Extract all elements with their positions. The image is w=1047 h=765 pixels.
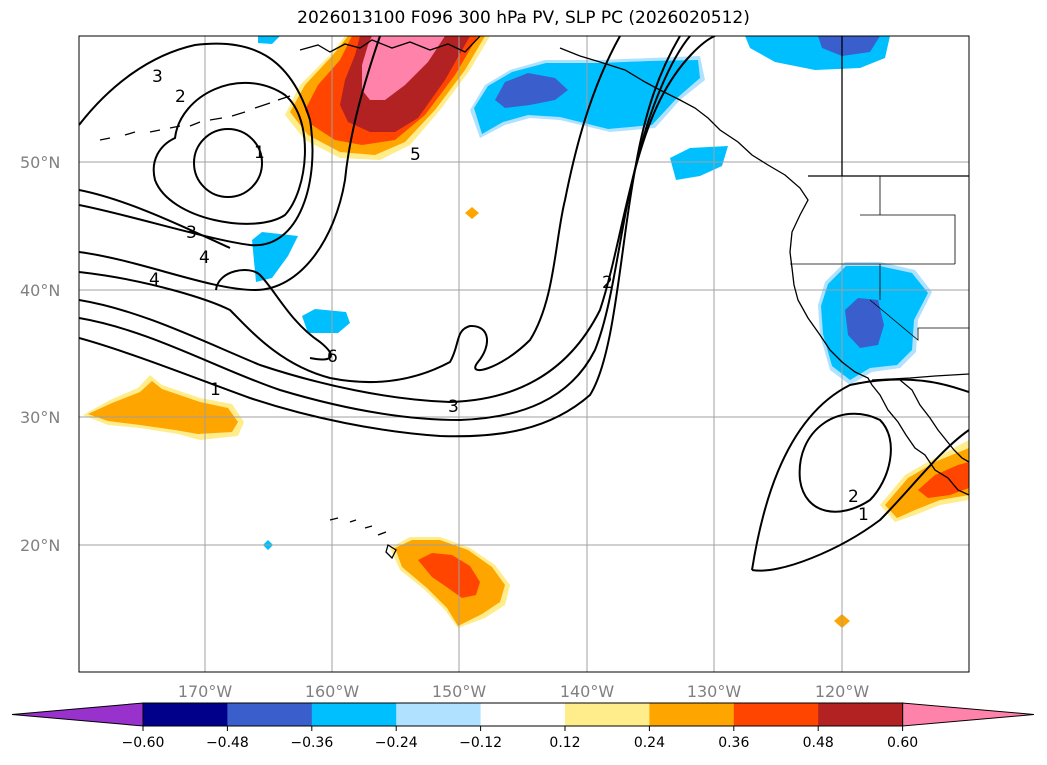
pv-negative-blob <box>302 309 350 333</box>
pv-positive-mexico-red <box>918 462 969 498</box>
colorbar-segment <box>396 703 482 726</box>
colorbar-tick-label: −0.24 <box>375 735 418 751</box>
contour-4-north <box>79 189 231 249</box>
colorbar-tick-label: −0.48 <box>206 735 249 751</box>
lon-label: 170°W <box>178 682 233 701</box>
contour-2-high <box>798 412 892 513</box>
colorbar-tick-label: −0.60 <box>122 735 165 751</box>
mexico-mainland-coast <box>899 379 969 463</box>
map-title: 2026013100 F096 300 hPa PV, SLP PC (2026… <box>297 8 750 28</box>
pv-positive-west-orange <box>88 381 238 434</box>
aleutian-islands <box>99 95 291 141</box>
contour-label: 2 <box>848 487 859 507</box>
coastlines <box>99 36 969 560</box>
lat-label: 20°N <box>20 536 60 555</box>
lon-label: 120°W <box>815 682 870 701</box>
contour-1-basin <box>79 36 681 438</box>
contour-1-high <box>751 378 969 572</box>
pv-positive-hawaii-red <box>418 553 480 598</box>
contour-labels: 3 2 1 5 3 4 4 1 6 3 2 2 1 <box>149 67 869 525</box>
us-state-lines <box>790 176 969 341</box>
colorbar-segment <box>227 703 313 726</box>
pv-positive-small-blob <box>465 207 479 219</box>
lat-label: 50°N <box>20 153 60 172</box>
colorbar-tick-label: 0.24 <box>634 735 665 751</box>
lon-label: 140°W <box>560 682 615 701</box>
colorbar-segment <box>311 703 397 726</box>
contour-label: 2 <box>602 273 613 293</box>
latitude-labels: 50°N 40°N 30°N 20°N <box>20 153 60 555</box>
colorbar-segment <box>143 703 228 726</box>
contour-2-basin <box>79 36 691 422</box>
contour-6 <box>215 269 332 361</box>
colorbar-segment <box>649 703 735 726</box>
pv-negative-california-dark <box>845 298 884 348</box>
contour-label: 3 <box>448 397 459 417</box>
contour-label: 1 <box>210 380 221 400</box>
lon-label: 130°W <box>687 682 742 701</box>
alaska-coast <box>299 36 481 53</box>
colorbar-segment <box>480 703 566 726</box>
contour-label: 4 <box>199 248 210 268</box>
contour-2-low <box>152 81 306 225</box>
colorbar-tick-label: 0.60 <box>887 735 918 751</box>
contour-label: 1 <box>254 143 265 163</box>
map-frame <box>78 35 970 673</box>
contour-4 <box>79 36 381 292</box>
contour-label: 1 <box>858 505 869 525</box>
colorbar-tick-label: 0.12 <box>549 735 580 751</box>
colorbar-extension-high <box>902 702 1035 727</box>
colorbar-tick-label: 0.48 <box>803 735 834 751</box>
lon-label: 150°W <box>432 682 487 701</box>
colorbar-segment <box>733 703 819 726</box>
contour-label: 2 <box>175 87 186 107</box>
map-content: 3 2 1 5 3 4 4 1 6 3 2 2 1 <box>79 36 969 672</box>
colorbar: −0.60 −0.48 −0.36 −0.24 −0.12 0.12 0.24 0.36 0.4… <box>11 702 1035 751</box>
contour-label: 4 <box>149 270 160 290</box>
colorbar-tick-label: 0.36 <box>718 735 749 751</box>
baja-coast <box>871 384 969 496</box>
colorbar-tick-label: −0.12 <box>459 735 502 751</box>
pv-shading <box>83 36 969 628</box>
colorbar-extension-low <box>11 702 144 727</box>
colorbar-segment <box>818 703 904 726</box>
longitude-labels: 170°W 160°W 150°W 140°W 130°W 120°W <box>178 682 870 701</box>
colorbar-segment <box>565 703 650 726</box>
pv-negative-blob <box>258 36 280 44</box>
pv-negative-northeast-dark <box>818 36 880 56</box>
contour-5 <box>79 36 621 383</box>
contour-3-basin <box>79 36 716 404</box>
contour-label: 6 <box>327 347 338 367</box>
contour-label: 3 <box>152 67 163 87</box>
lat-label: 40°N <box>20 281 60 300</box>
pv-negative-blob <box>670 146 728 180</box>
colorbar-tick-label: −0.36 <box>290 735 333 751</box>
contour-label: 3 <box>186 223 197 243</box>
slp-contours <box>79 36 969 572</box>
lon-label: 160°W <box>305 682 360 701</box>
pv-positive-northwest-pink <box>362 36 445 100</box>
hawaii-islands <box>329 517 397 560</box>
colorbar-outline <box>142 702 904 727</box>
lat-label: 30°N <box>20 408 60 427</box>
contour-label: 5 <box>410 145 421 165</box>
pv-negative-north-dark <box>495 73 568 108</box>
contour-1-low <box>193 128 263 198</box>
